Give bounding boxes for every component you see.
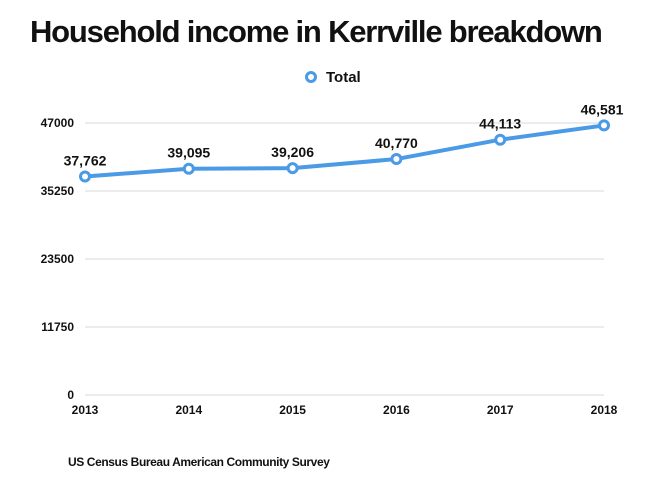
data-point-2015[interactable] — [286, 162, 299, 175]
x-axis-ticks: 2013 2014 2015 2016 2017 2018 — [72, 403, 618, 417]
data-point-2016[interactable] — [390, 153, 403, 166]
y-tick-label: 23500 — [41, 252, 75, 266]
x-tick-label: 2013 — [72, 403, 99, 417]
data-label-2015: 39,206 — [271, 144, 314, 160]
gridlines — [85, 122, 604, 396]
series-line-total — [83, 123, 606, 179]
data-point-2018[interactable] — [598, 119, 610, 132]
data-labels: 37,762 39,095 39,206 40,770 44,113 46,581 — [64, 101, 624, 168]
legend-label-total: Total — [326, 69, 361, 86]
legend-marker — [305, 71, 317, 83]
y-tick-label: 0 — [67, 388, 74, 402]
y-tick-label: 47000 — [41, 116, 75, 130]
chart-title: Household income in Kerrville breakdown — [30, 14, 603, 49]
legend[interactable]: Total — [305, 69, 361, 86]
data-label-2016: 40,770 — [375, 135, 418, 151]
x-tick-label: 2017 — [487, 403, 514, 417]
data-point-2014[interactable] — [182, 162, 195, 175]
series-total — [79, 119, 610, 183]
data-point-2017[interactable] — [494, 133, 507, 146]
data-label-2013: 37,762 — [64, 152, 107, 168]
data-point-2013[interactable] — [79, 170, 91, 183]
y-axis-ticks: 0 11750 23500 35250 47000 — [41, 116, 75, 402]
data-label-2017: 44,113 — [479, 116, 521, 132]
data-label-2014: 39,095 — [167, 145, 210, 161]
x-tick-label: 2014 — [175, 403, 202, 417]
source-note: US Census Bureau American Community Surv… — [68, 455, 330, 469]
x-tick-label: 2015 — [279, 403, 306, 417]
data-label-2018: 46,581 — [581, 101, 624, 117]
y-tick-label: 11750 — [41, 320, 74, 334]
x-tick-label: 2018 — [591, 403, 618, 417]
y-tick-label: 35250 — [41, 184, 75, 198]
x-tick-label: 2016 — [383, 403, 410, 417]
